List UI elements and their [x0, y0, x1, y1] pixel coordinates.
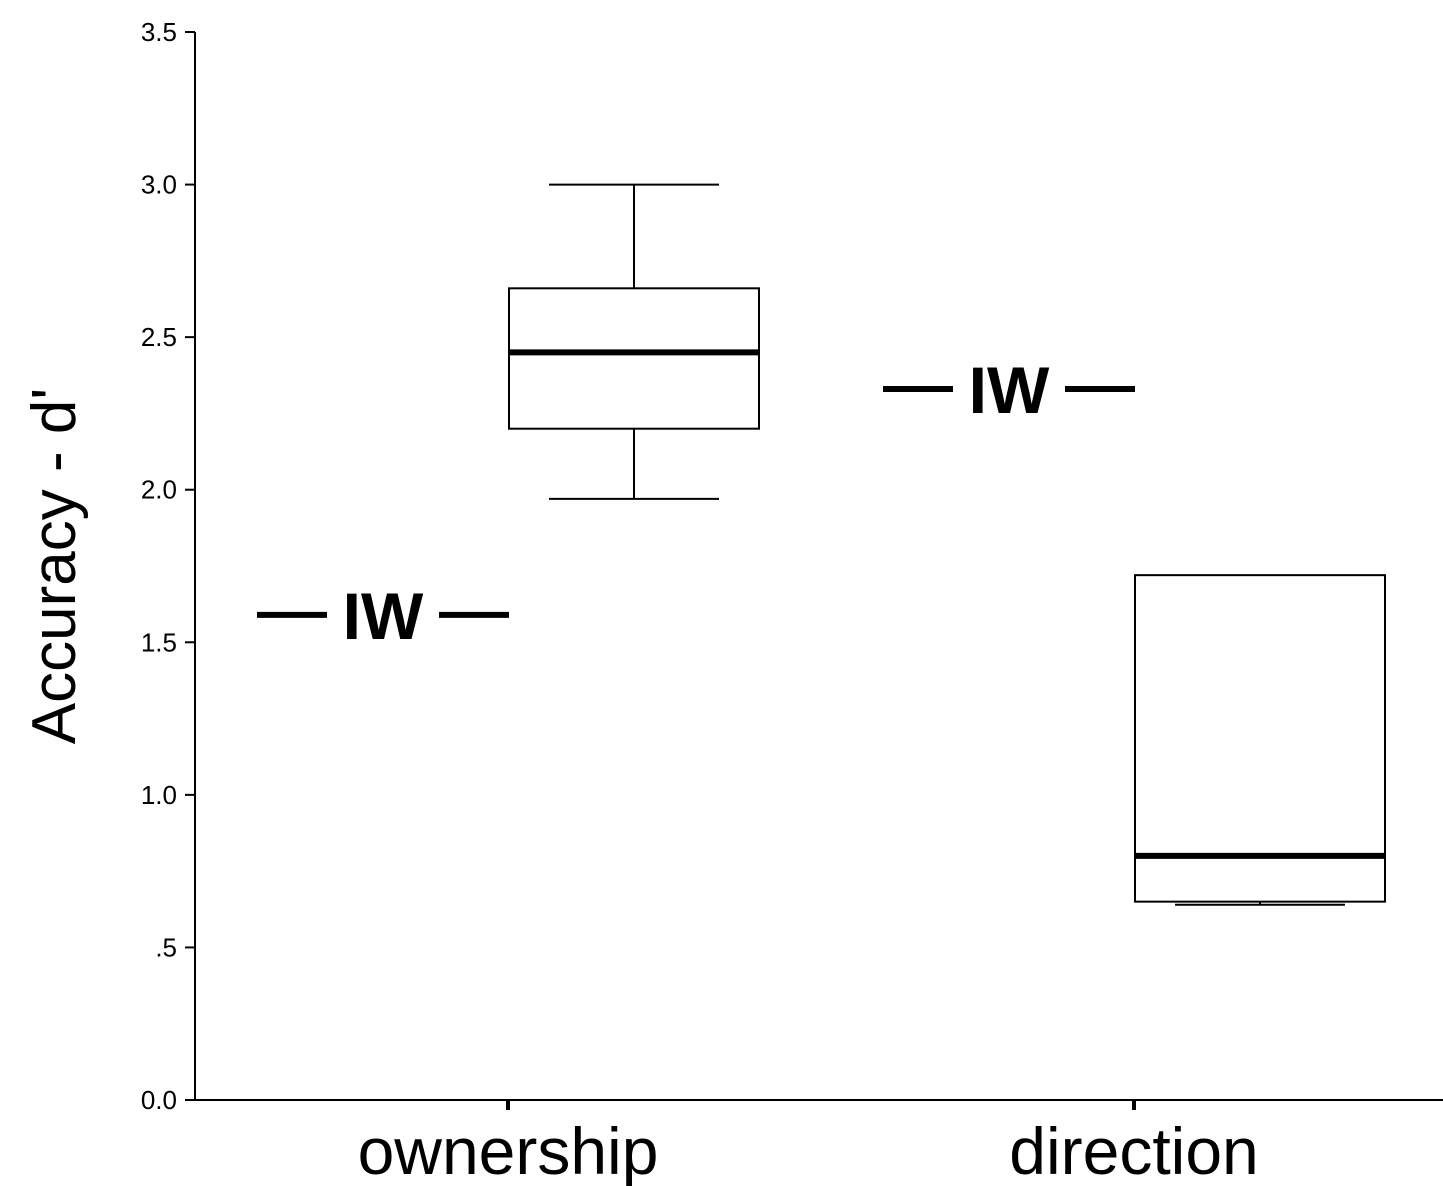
x-axis-categories: ownership direction: [358, 1100, 1259, 1186]
y-tick-label: 2.0: [141, 475, 177, 505]
iw-marker-direction: IW: [883, 353, 1135, 427]
y-tick-label: 1.5: [141, 627, 177, 657]
box-ownership: [508, 183, 760, 500]
y-tick-label: .5: [155, 932, 177, 962]
box-iqr: [508, 287, 760, 430]
y-tick-label: 3.0: [141, 170, 177, 200]
box-direction: [1134, 574, 1386, 906]
y-axis-title: Accuracy - d': [20, 388, 89, 744]
iw-marker-label: IW: [343, 579, 424, 653]
box-series: [508, 183, 1386, 906]
y-tick-label: 3.5: [141, 17, 177, 47]
y-tick-label: 0.0: [141, 1085, 177, 1115]
y-tick-label: 2.5: [141, 322, 177, 352]
x-category-label-direction: direction: [1009, 1114, 1258, 1186]
iw-markers: IW IW: [257, 353, 1135, 653]
y-axis-ticks: 0.0 .5 1.0 1.5 2.0 2.5 3.0 3.5: [141, 17, 195, 1115]
box-iqr: [1134, 574, 1386, 903]
y-tick-label: 1.0: [141, 780, 177, 810]
iw-marker-label: IW: [969, 353, 1050, 427]
x-category-label-ownership: ownership: [358, 1114, 659, 1186]
iw-marker-ownership: IW: [257, 579, 509, 653]
